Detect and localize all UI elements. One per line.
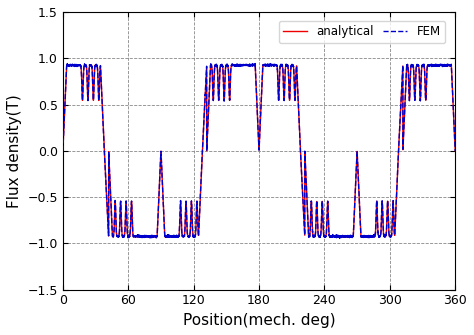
FEM bbox=[64, 62, 70, 66]
FEM bbox=[131, 234, 137, 239]
analytical bbox=[452, 149, 458, 153]
analytical bbox=[315, 232, 321, 236]
Line: FEM: FEM bbox=[63, 64, 455, 238]
FEM bbox=[452, 149, 458, 153]
FEM bbox=[210, 92, 216, 96]
analytical bbox=[353, 179, 359, 183]
Legend: analytical, FEM: analytical, FEM bbox=[279, 21, 446, 43]
FEM bbox=[60, 149, 66, 153]
analytical bbox=[210, 91, 216, 95]
analytical bbox=[60, 149, 66, 153]
FEM bbox=[383, 234, 388, 238]
Y-axis label: Flux density(T): Flux density(T) bbox=[7, 94, 22, 208]
FEM bbox=[295, 99, 301, 104]
FEM bbox=[337, 236, 343, 240]
analytical bbox=[141, 235, 147, 239]
analytical bbox=[383, 234, 388, 239]
analytical bbox=[131, 234, 137, 239]
analytical bbox=[295, 101, 301, 105]
Line: analytical: analytical bbox=[63, 65, 455, 237]
X-axis label: Position(mech. deg): Position(mech. deg) bbox=[182, 313, 335, 328]
analytical bbox=[232, 63, 237, 67]
FEM bbox=[353, 179, 359, 183]
FEM bbox=[315, 231, 321, 235]
